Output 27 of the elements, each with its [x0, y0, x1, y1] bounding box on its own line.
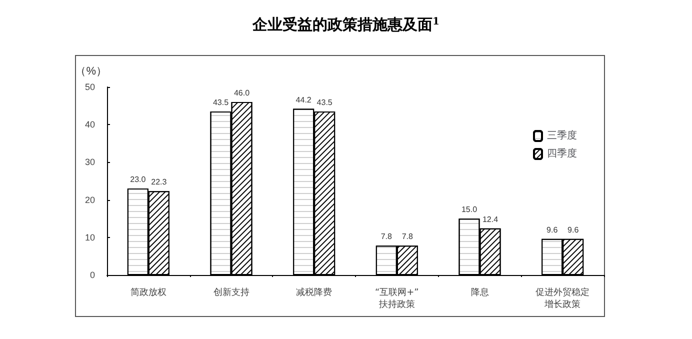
data-label: 46.0 [234, 88, 250, 98]
y-tick-label: 10 [84, 232, 95, 242]
y-tick-label: 30 [84, 157, 95, 168]
data-label: 43.5 [316, 98, 333, 107]
data-label: 44.2 [296, 95, 312, 104]
x-tick-label: 简政放权 [130, 287, 166, 298]
data-label: 23.0 [130, 175, 146, 184]
y-tick-label: 20 [84, 194, 95, 205]
data-label: 15.0 [461, 205, 478, 214]
x-tick-label: 减税降费 [296, 287, 332, 298]
x-tick-label: 创新支持 [213, 287, 250, 298]
y-tick-label: 50 [84, 82, 95, 92]
legend-label: 三季度 [547, 130, 577, 142]
data-label: 22.3 [151, 178, 168, 187]
y-axis-title: （%） [75, 66, 107, 78]
legend-label: 四季度 [547, 148, 577, 160]
data-label: 43.5 [212, 98, 230, 107]
data-label: 7.8 [380, 232, 393, 242]
x-tick-label: 降息 [470, 287, 489, 298]
data-label: 9.6 [568, 225, 580, 234]
data-label: 9.6 [546, 225, 558, 234]
y-tick-label: 40 [84, 120, 95, 130]
x-tick-label: 促进外贸稳定增长政策 [536, 287, 590, 310]
x-tick-label: “互联网+”扶持政策 [374, 287, 419, 310]
data-label: 12.4 [482, 214, 499, 224]
data-label: 7.8 [402, 232, 414, 242]
y-tick-label: 0 [90, 270, 95, 280]
